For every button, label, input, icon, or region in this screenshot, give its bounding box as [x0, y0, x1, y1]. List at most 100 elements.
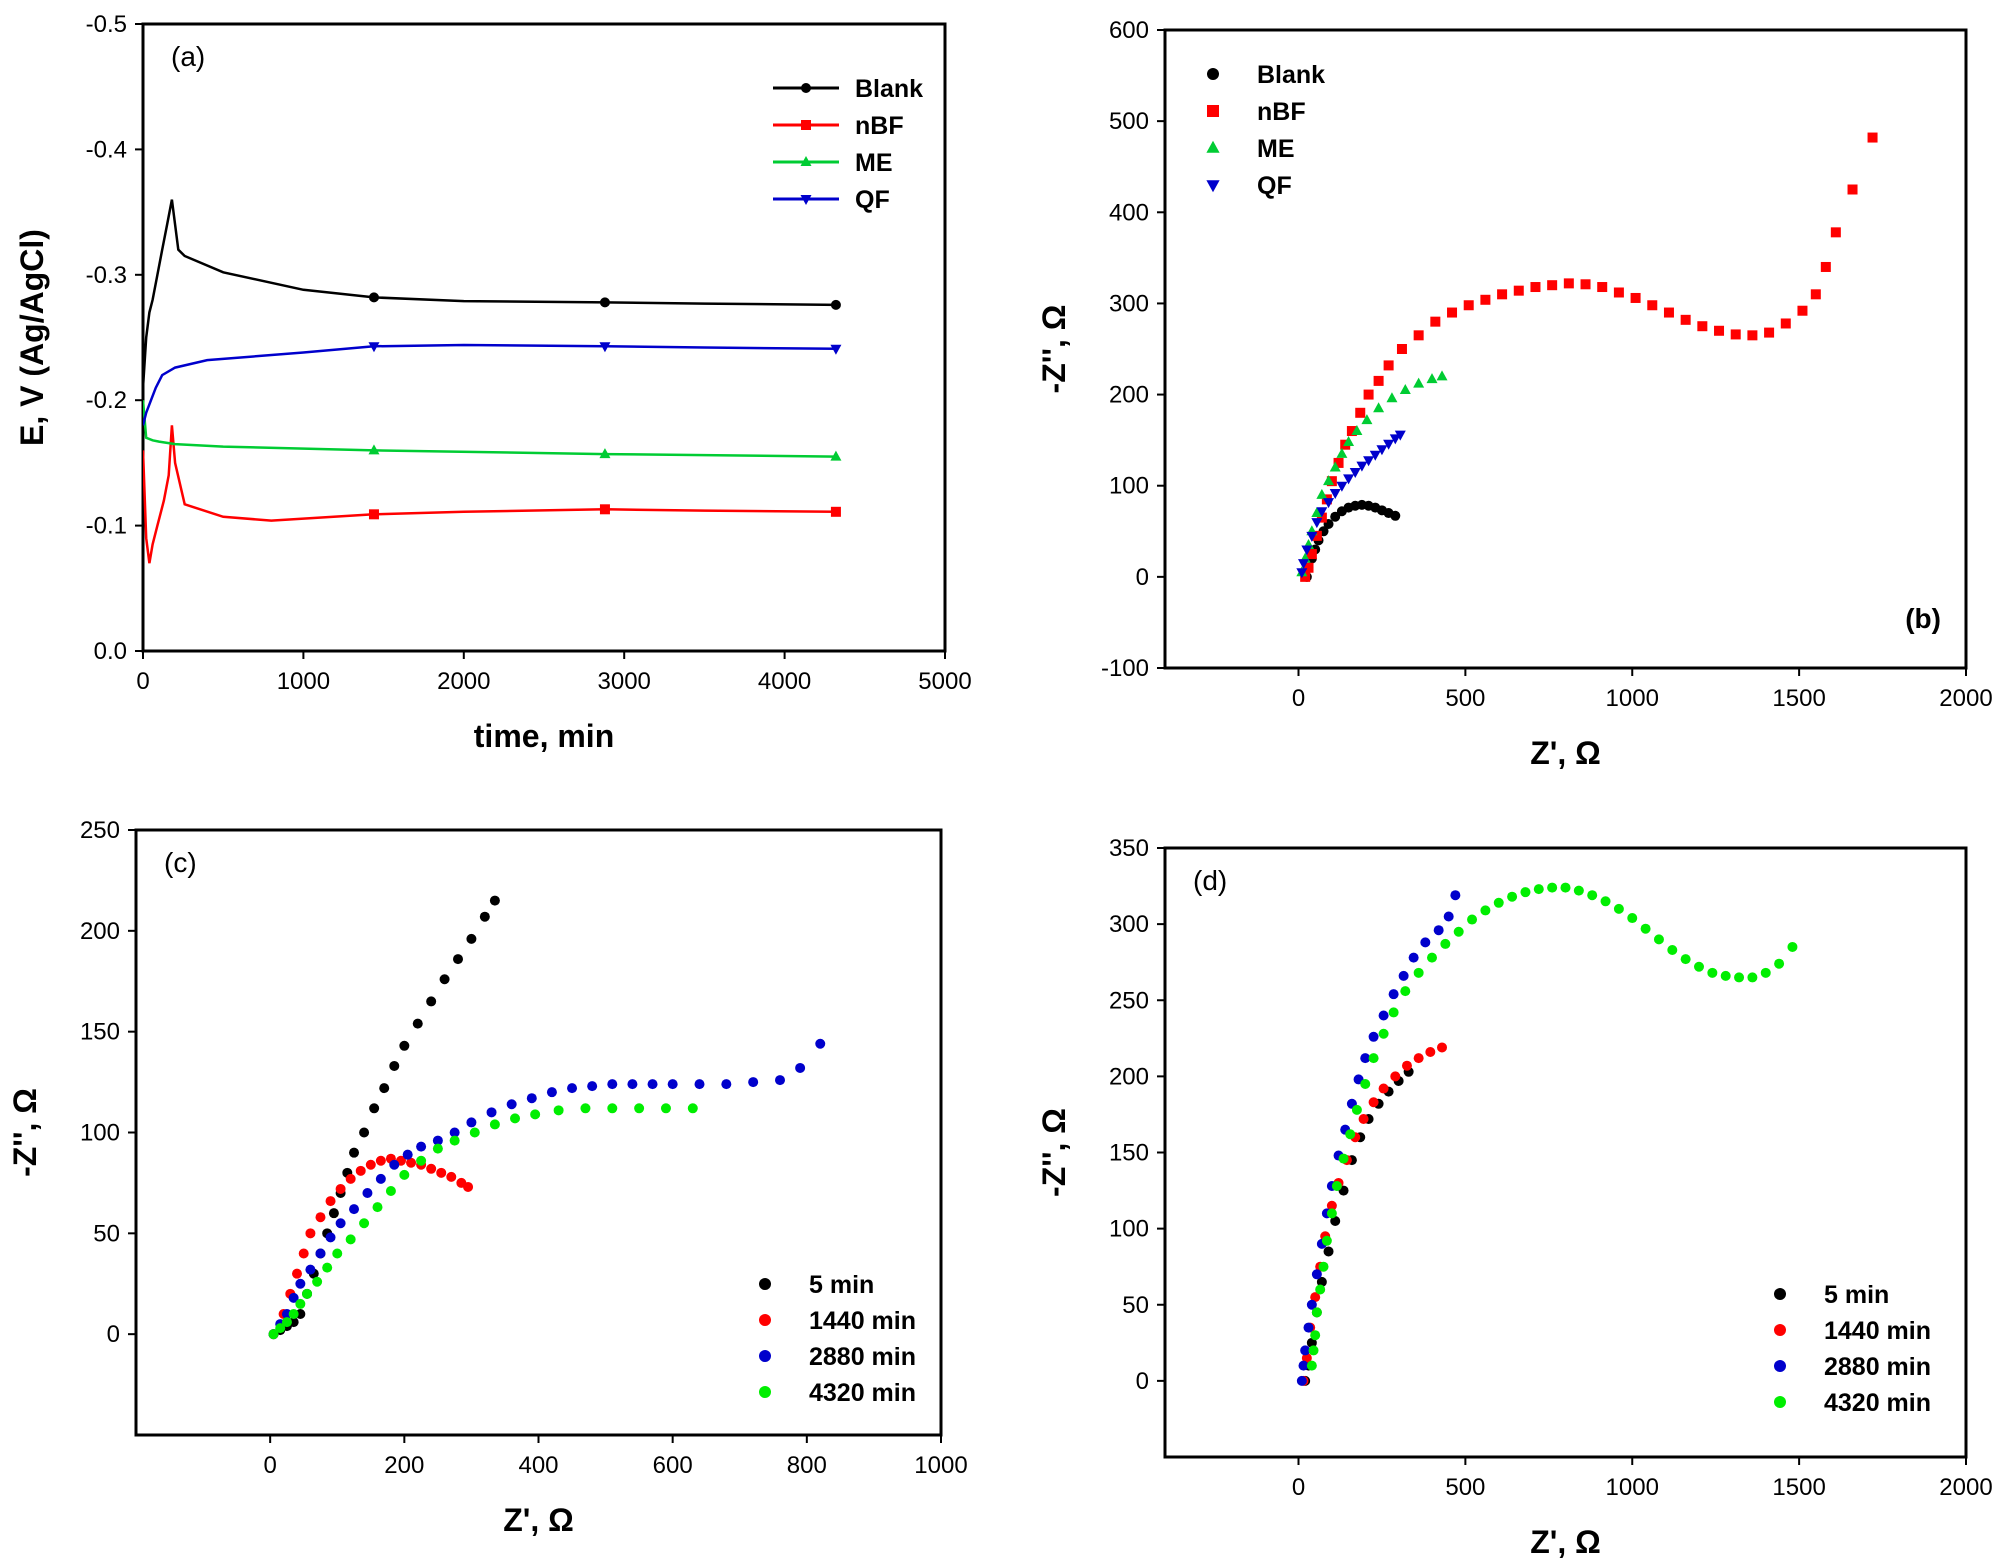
legend-marker: [801, 120, 811, 130]
x-axis-title: time, min: [474, 718, 614, 754]
data-point: [389, 1060, 400, 1071]
data-point: [1396, 344, 1407, 354]
data-point: [1321, 1235, 1332, 1246]
data-point: [359, 1127, 370, 1138]
data-point: [1398, 970, 1409, 981]
data-point: [349, 1204, 360, 1215]
data-point: [1386, 392, 1398, 403]
data-point: [1378, 1083, 1389, 1094]
x-tick-label: 1500: [1772, 685, 1825, 712]
data-point: [1697, 321, 1708, 332]
data-point: [1329, 489, 1341, 500]
data-point: [1376, 445, 1388, 456]
data-point: [775, 1075, 785, 1086]
data-point: [1747, 972, 1758, 983]
data-point: [1351, 1104, 1362, 1115]
data-point: [368, 509, 379, 520]
legend: Blank nBF ME QF: [1206, 61, 1325, 200]
plot-frame: [141, 22, 947, 653]
y-tick-label: 200: [1109, 1063, 1149, 1090]
legend-marker: [759, 1386, 771, 1398]
data-point: [1316, 512, 1327, 523]
data-point: [1513, 285, 1524, 296]
data-point: [830, 450, 842, 461]
data-point: [453, 954, 463, 965]
x-axis-title: Z', Ω: [1530, 735, 1601, 771]
data-point: [1306, 531, 1318, 542]
data-point: [1467, 914, 1478, 925]
data-point: [694, 1079, 705, 1090]
data-point: [667, 1079, 678, 1090]
data-point: [432, 1135, 443, 1146]
data-point: [1613, 287, 1624, 298]
data-point: [506, 1099, 517, 1110]
x-tick-label: 1500: [1772, 1474, 1825, 1501]
data-point: [312, 1276, 323, 1287]
data-point: [1378, 1028, 1389, 1039]
data-point: [1425, 1047, 1436, 1058]
data-point: [1787, 941, 1798, 952]
data-point: [315, 1248, 326, 1259]
legend-label: 1440 min: [1824, 1317, 1931, 1345]
legend: Blank nBF ME QF: [773, 75, 923, 214]
data-point: [1867, 132, 1878, 143]
data-point: [328, 1208, 339, 1219]
series-line: [143, 199, 836, 388]
data-point: [1560, 882, 1571, 893]
data-point: [1378, 1010, 1389, 1021]
data-point: [375, 1173, 386, 1184]
y-tick-label: 50: [93, 1220, 120, 1247]
series-2880-min: [268, 1038, 826, 1340]
data-point: [1303, 1322, 1314, 1333]
data-point: [288, 1292, 299, 1303]
data-point: [1363, 456, 1375, 467]
data-point: [1358, 1114, 1369, 1125]
data-point: [1316, 507, 1328, 518]
panel-label: (a): [171, 41, 205, 72]
data-point: [1388, 1007, 1399, 1018]
data-point: [1326, 1200, 1337, 1211]
data-point: [1443, 911, 1454, 922]
data-point: [1730, 329, 1741, 340]
data-point: [449, 1135, 460, 1146]
data-point: [399, 1040, 410, 1051]
data-point: [1714, 325, 1725, 336]
data-point: [1413, 377, 1425, 388]
data-point: [1493, 897, 1504, 908]
data-point: [489, 1119, 500, 1130]
data-point: [1390, 510, 1401, 521]
data-point: [1310, 1292, 1321, 1303]
panel-d: 0 500 1000 1500 2000 0 50 100 150 200 250 300 350 Z',…: [1036, 835, 1993, 1560]
data-point: [1401, 1060, 1412, 1071]
data-point: [365, 1159, 376, 1170]
legend-label: 2880 min: [1824, 1353, 1931, 1381]
y-axis-title: -Z'', Ω: [1036, 1108, 1072, 1197]
data-point: [1774, 958, 1785, 969]
data-point: [1301, 1353, 1312, 1364]
data-point: [1308, 1345, 1319, 1356]
data-point: [463, 1181, 474, 1192]
data-point: [1306, 1299, 1317, 1310]
data-point: [1520, 887, 1531, 898]
legend-marker: [1774, 1396, 1786, 1408]
data-point: [1780, 318, 1791, 329]
data-point: [1330, 511, 1341, 522]
x-tick-label: 600: [653, 1452, 693, 1479]
plot-area: [268, 895, 826, 1340]
y-tick-label: -0.3: [86, 262, 127, 289]
legend-label: 5 min: [809, 1271, 874, 1299]
legend-label: nBF: [1257, 98, 1306, 126]
data-point: [449, 1127, 460, 1138]
data-point: [1436, 370, 1448, 381]
data-point: [1640, 923, 1651, 934]
data-point: [359, 1218, 370, 1229]
data-point: [1810, 289, 1821, 300]
data-point: [1368, 1031, 1379, 1042]
data-point: [469, 1127, 480, 1138]
data-point: [1331, 1180, 1342, 1191]
data-point: [1587, 890, 1598, 901]
data-point: [1323, 1246, 1334, 1257]
data-point: [298, 1248, 309, 1259]
data-point: [526, 1093, 537, 1104]
x-tick-label: 400: [518, 1452, 558, 1479]
